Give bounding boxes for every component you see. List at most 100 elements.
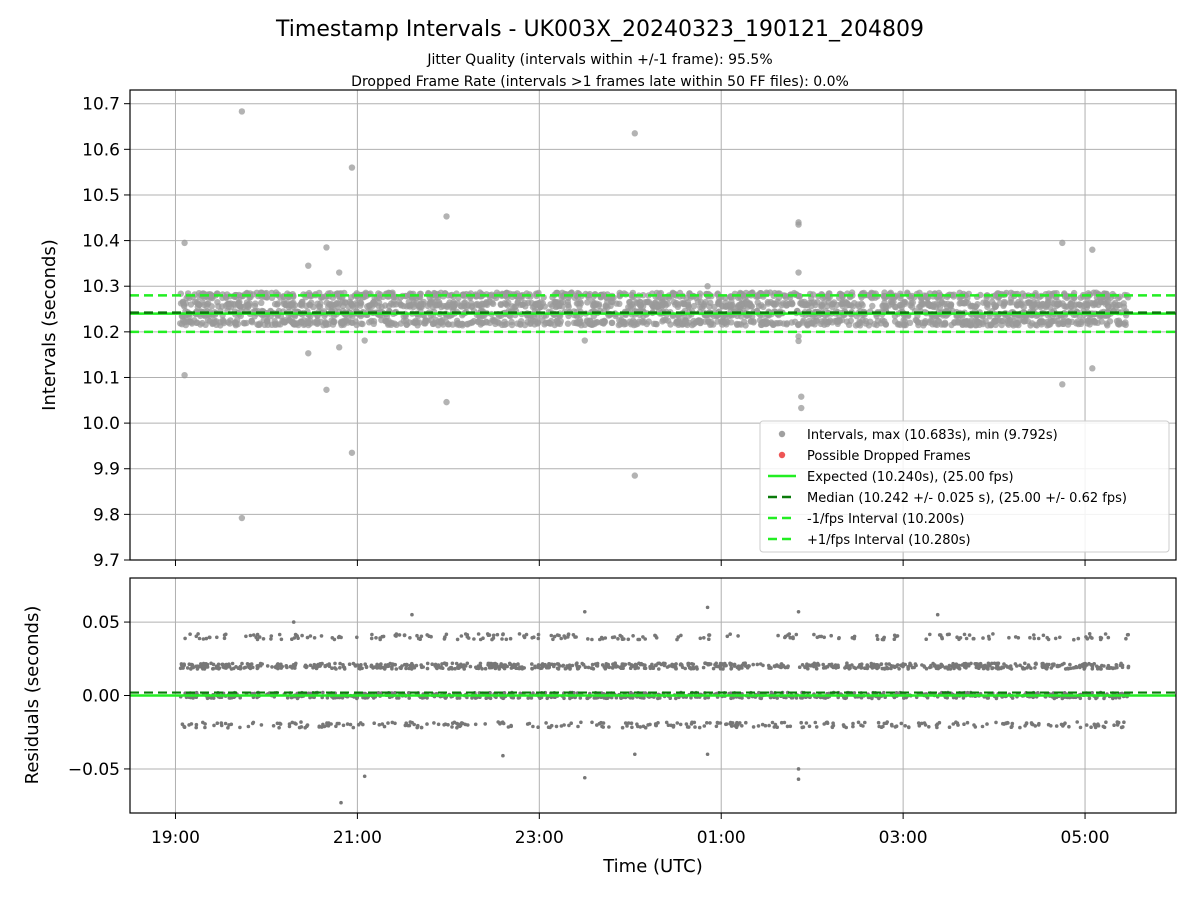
- bottom-data-point: [540, 666, 544, 670]
- bottom-data-point: [767, 723, 771, 728]
- top-data-point: [804, 322, 811, 329]
- bottom-data-point: [559, 724, 564, 728]
- bottom-data-point: [568, 696, 572, 701]
- bottom-data-point: [209, 661, 213, 666]
- bottom-data-point: [1032, 636, 1036, 641]
- legend-entry: Expected (10.240s), (25.00 fps): [768, 470, 1014, 485]
- top-data-point: [896, 301, 904, 309]
- bottom-data-point: [502, 691, 507, 695]
- x-tick-label: 19:00: [151, 828, 200, 848]
- bottom-data-point: [382, 724, 387, 729]
- bottom-data-point: [289, 664, 293, 669]
- bottom-data-point: [227, 664, 232, 669]
- top-data-point: [1059, 300, 1066, 307]
- top-data-point: [483, 318, 490, 325]
- top-data-point: [357, 302, 364, 309]
- bottom-data-point: [504, 637, 509, 642]
- bottom-data-point: [501, 721, 506, 726]
- bottom-data-point: [360, 666, 364, 671]
- bottom-data-point: [1103, 632, 1108, 636]
- bottom-data-point: [821, 662, 825, 667]
- bottom-data-point: [357, 664, 362, 669]
- legend-entry: Median (10.242 +/- 0.025 s), (25.00 +/- …: [768, 491, 1127, 506]
- bottom-data-point: [800, 725, 804, 730]
- top-data-point: [1120, 303, 1128, 310]
- top-data-point: [759, 319, 767, 326]
- bottom-data-point: [1046, 722, 1051, 727]
- top-data-point: [964, 294, 971, 301]
- bottom-data-point: [369, 664, 374, 669]
- bottom-data-point: [1032, 633, 1036, 637]
- bottom-data-point: [246, 724, 251, 729]
- bottom-data-point: [348, 722, 353, 727]
- top-outlier-point: [348, 164, 356, 171]
- top-data-point: [378, 316, 385, 324]
- bottom-data-point: [756, 724, 761, 728]
- bottom-data-point: [1126, 632, 1130, 637]
- top-data-point: [843, 318, 851, 325]
- bottom-data-point: [641, 635, 645, 639]
- top-data-point: [608, 319, 616, 327]
- bottom-data-point: [552, 634, 557, 639]
- bottom-data-point: [1087, 661, 1091, 666]
- top-data-point: [1114, 320, 1122, 328]
- bottom-data-point: [781, 663, 786, 668]
- top-data-point: [364, 303, 371, 310]
- top-bulk-points: [177, 289, 1132, 329]
- bottom-data-point: [364, 664, 369, 669]
- top-data-point: [413, 299, 420, 306]
- bottom-data-point: [442, 637, 447, 641]
- top-outlier-point: [631, 130, 639, 137]
- bottom-data-point: [455, 637, 460, 642]
- x-tick-label: 05:00: [1061, 828, 1110, 848]
- bottom-data-point: [201, 637, 206, 641]
- bottom-data-point: [435, 666, 439, 671]
- bottom-data-point: [461, 664, 466, 668]
- bottom-data-point: [495, 632, 500, 637]
- bottom-data-point: [928, 632, 932, 637]
- bottom-data-point: [448, 666, 453, 671]
- top-data-point: [700, 301, 708, 308]
- bottom-data-point: [892, 637, 897, 641]
- top-data-point: [673, 318, 680, 326]
- bottom-data-point: [630, 725, 634, 730]
- bottom-data-point: [656, 696, 660, 701]
- bottom-data-point: [355, 635, 359, 640]
- bottom-data-point: [614, 695, 619, 700]
- bottom-data-point: [380, 722, 385, 726]
- top-data-point: [961, 320, 969, 327]
- bottom-data-point: [393, 721, 397, 726]
- bottom-data-point: [308, 634, 313, 638]
- bottom-data-point: [824, 720, 829, 725]
- top-outlier-point: [305, 262, 312, 269]
- top-data-point: [420, 298, 427, 306]
- top-data-point: [215, 303, 222, 310]
- top-data-point: [342, 299, 349, 306]
- top-outlier-point: [795, 337, 802, 345]
- top-data-point: [747, 318, 755, 325]
- bottom-data-point: [562, 696, 566, 701]
- bottom-data-point: [996, 661, 1001, 666]
- top-data-point: [882, 302, 889, 310]
- top-data-point: [492, 318, 499, 325]
- bottom-data-point: [261, 637, 266, 641]
- legend-label: Possible Dropped Frames: [807, 449, 971, 464]
- top-y-tick-label: 9.9: [93, 460, 120, 480]
- legend-label: +1/fps Interval (10.280s): [807, 533, 971, 548]
- bottom-data-point: [773, 722, 778, 727]
- bottom-data-point: [881, 724, 885, 729]
- bottom-data-point: [875, 637, 880, 641]
- bottom-data-point: [692, 720, 697, 725]
- top-outlier-point: [581, 337, 588, 344]
- bottom-data-point: [965, 720, 970, 725]
- bottom-data-point: [457, 665, 461, 670]
- top-data-point: [833, 317, 841, 324]
- top-outlier-point: [238, 108, 246, 115]
- bottom-data-point: [215, 635, 219, 640]
- bottom-data-point: [492, 664, 497, 669]
- top-data-point: [230, 300, 237, 308]
- bottom-data-point: [643, 663, 647, 667]
- bottom-data-point: [204, 636, 209, 641]
- bottom-data-point: [674, 696, 678, 701]
